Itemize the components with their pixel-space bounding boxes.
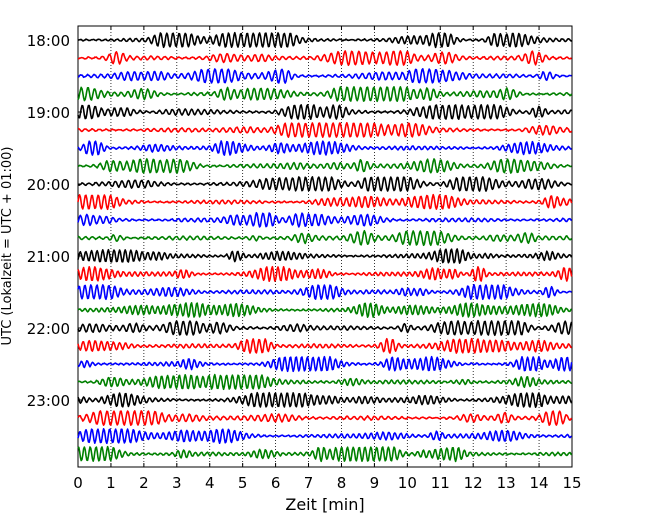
trace-line xyxy=(77,50,572,67)
trace-line xyxy=(77,427,572,445)
x-tick-label: 15 xyxy=(562,474,581,492)
x-axis-label: Zeit [min] xyxy=(285,495,364,514)
trace-line xyxy=(77,248,573,264)
trace-line xyxy=(77,391,573,408)
trace-line xyxy=(77,193,573,211)
y-tick-label: 21:00 xyxy=(27,248,70,266)
trace-line xyxy=(77,103,573,120)
trace-line xyxy=(77,373,572,391)
trace-line xyxy=(77,283,572,301)
trace-line xyxy=(77,68,572,84)
x-tick-label: 4 xyxy=(205,474,215,492)
trace-line xyxy=(77,265,573,283)
x-ticks-layer: 0 1 2 3 4 5 6 7 8 9 10 11 12 13 14 15 xyxy=(73,26,582,492)
x-tick-label: 3 xyxy=(172,474,182,492)
y-tick-label: 22:00 xyxy=(27,320,70,338)
trace-line xyxy=(77,229,573,247)
plot-frame xyxy=(77,25,573,468)
trace-line xyxy=(77,121,573,138)
trace-line xyxy=(77,302,573,318)
x-tick-label: 2 xyxy=(139,474,149,492)
y-tick-label: 19:00 xyxy=(27,104,70,122)
x-tick-label: 7 xyxy=(304,474,314,492)
x-tick-label: 9 xyxy=(370,474,380,492)
x-tick-label: 0 xyxy=(73,474,83,492)
x-tick-label: 5 xyxy=(238,474,248,492)
x-tick-label: 11 xyxy=(431,474,450,492)
y-tick-label: 20:00 xyxy=(27,176,70,194)
traces-layer xyxy=(77,31,573,463)
y-ticks-layer: 18:00 19:00 20:00 21:00 22:00 23:00 xyxy=(27,32,82,410)
trace-line xyxy=(77,86,573,103)
x-tick-label: 13 xyxy=(497,474,516,492)
trace-line xyxy=(77,176,573,192)
trace-line xyxy=(77,140,572,156)
trace-line xyxy=(77,337,573,354)
trace-line xyxy=(77,31,573,49)
trace-line xyxy=(77,445,573,463)
trace-line xyxy=(77,355,573,373)
x-tick-label: 1 xyxy=(106,474,116,492)
y-axis-label: UTC (Lokalzeit = UTC + 01:00) xyxy=(0,147,15,346)
trace-line xyxy=(77,319,573,337)
trace-line xyxy=(77,410,573,426)
trace-line xyxy=(77,158,572,174)
x-tick-label: 12 xyxy=(464,474,483,492)
trace-line xyxy=(77,211,573,228)
x-tick-label: 6 xyxy=(271,474,281,492)
y-tick-label: 23:00 xyxy=(27,392,70,410)
x-tick-label: 10 xyxy=(398,474,417,492)
y-tick-label: 18:00 xyxy=(27,32,70,50)
x-tick-label: 14 xyxy=(530,474,549,492)
plot-frame-layer xyxy=(77,25,573,468)
x-tick-label: 8 xyxy=(337,474,347,492)
